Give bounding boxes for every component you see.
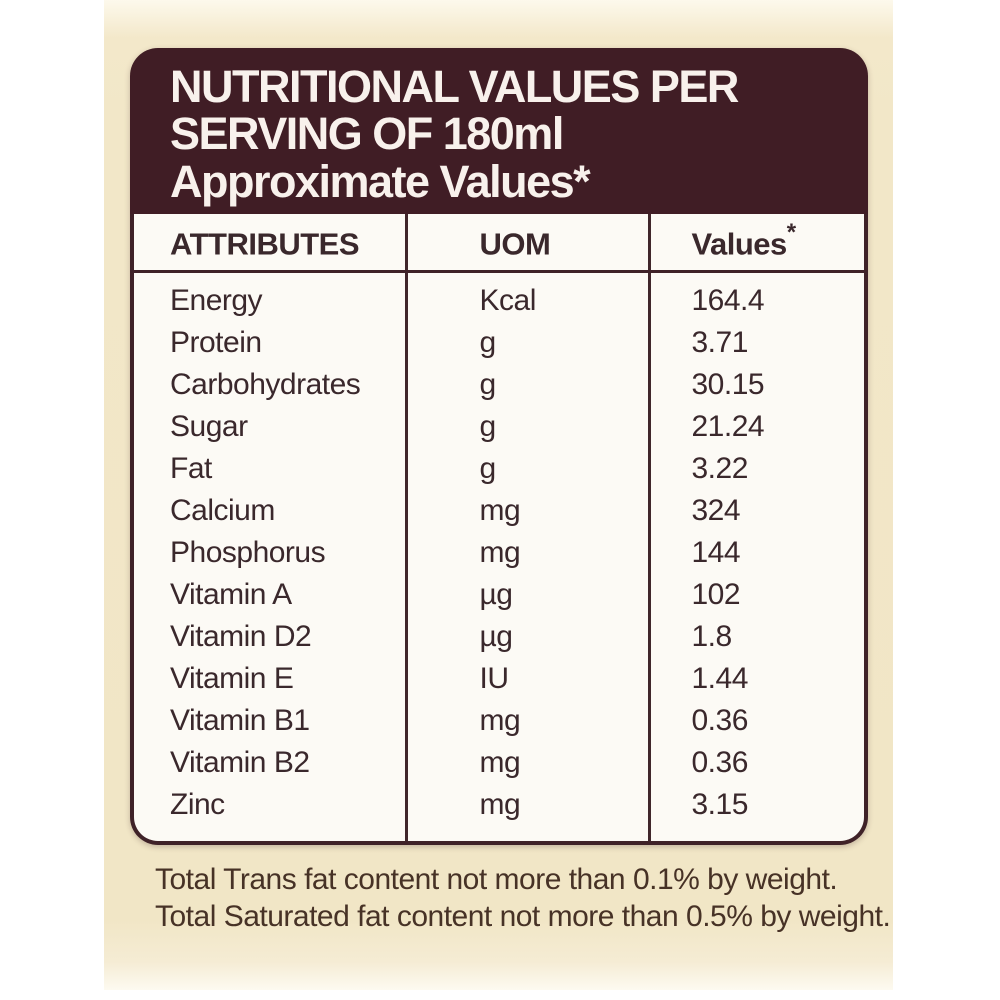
uom-cell: mg [406,741,651,784]
table-row: Vitamin D2 µg 1.8 [134,615,864,658]
column-header-attributes: ATTRIBUTES [134,213,408,273]
value-cell: 324 [691,493,741,527]
value-cell: 0.36 [691,745,749,779]
attribute-cell: Vitamin A [134,573,408,616]
uom-cell: mg [406,531,651,574]
attribute-cell: Fat [134,447,408,490]
table-row: Calcium mg 324 [134,489,864,532]
uom-cell: g [406,363,651,406]
table-row: Fat g 3.22 [134,447,864,490]
table-row: Protein g 3.71 [134,321,864,364]
table-row: Carbohydrates g 30.15 [134,363,864,406]
value-cell: 144 [691,535,741,569]
table-body: Energy Kcal 164.4 Protein g 3.71 Carbohydrates… [134,271,864,841]
attribute-cell: Vitamin B1 [134,699,408,742]
attribute-cell: Zinc [134,783,408,841]
table-row: Sugar g 21.24 [134,405,864,448]
attribute-cell: Vitamin E [134,657,408,700]
attribute-cell: Energy [134,271,408,322]
label-panel: NUTRITIONAL VALUES PER SERVING OF 180ml … [104,0,893,990]
uom-cell: g [406,405,651,448]
table-row: Zinc mg 3.15 [134,783,864,841]
nutrition-card-header: NUTRITIONAL VALUES PER SERVING OF 180ml … [130,48,868,214]
table-row: Energy Kcal 164.4 [134,271,864,322]
uom-cell: mg [406,783,651,841]
value-cell: 1.44 [691,661,749,695]
nutrition-card: NUTRITIONAL VALUES PER SERVING OF 180ml … [130,48,868,845]
value-cell: 3.22 [691,451,749,485]
nutrition-table: ATTRIBUTES UOM Values* Energy Kcal 164.4 Pr… [134,213,864,841]
attribute-cell: Vitamin B2 [134,741,408,784]
value-cell: 21.24 [691,409,765,443]
header-line-2: SERVING OF 180ml [170,108,564,160]
uom-cell: mg [406,699,651,742]
column-header-uom: UOM [406,213,651,273]
uom-cell: µg [406,615,651,658]
value-cell: 0.36 [691,703,749,737]
nutrition-table-wrap: ATTRIBUTES UOM Values* Energy Kcal 164.4 Pr… [130,213,868,845]
table-row: Vitamin B1 mg 0.36 [134,699,864,742]
attribute-cell: Carbohydrates [134,363,408,406]
header-line-3: Approximate Values* [170,155,591,207]
uom-cell: IU [406,657,651,700]
header-line-1: NUTRITIONAL VALUES PER [170,61,739,112]
attribute-cell: Protein [134,321,408,364]
value-cell: 102 [691,577,741,611]
value-cell: 30.15 [691,367,765,401]
value-cell: 3.15 [691,787,749,821]
uom-cell: Kcal [406,271,651,322]
attribute-cell: Sugar [134,405,408,448]
table-header-row: ATTRIBUTES UOM Values* [134,213,864,273]
footnote-saturated-fat: Total Saturated fat content not more tha… [155,899,891,933]
uom-cell: µg [406,573,651,616]
attribute-cell: Calcium [134,489,408,532]
attribute-cell: Phosphorus [134,531,408,574]
uom-cell: mg [406,489,651,532]
attribute-cell: Vitamin D2 [134,615,408,658]
table-row: Vitamin B2 mg 0.36 [134,741,864,784]
footnote-trans-fat: Total Trans fat content not more than 0.… [155,863,838,896]
table-row: Phosphorus mg 144 [134,531,864,574]
table-row: Vitamin E IU 1.44 [134,657,864,700]
footnotes: Total Trans fat content not more than 0.… [155,862,891,935]
column-header-values: Values* [649,213,864,273]
value-cell: 1.8 [691,619,733,653]
uom-cell: g [406,447,651,490]
value-cell: 3.71 [691,325,749,359]
uom-cell: g [406,321,651,364]
value-cell: 164.4 [691,283,765,317]
